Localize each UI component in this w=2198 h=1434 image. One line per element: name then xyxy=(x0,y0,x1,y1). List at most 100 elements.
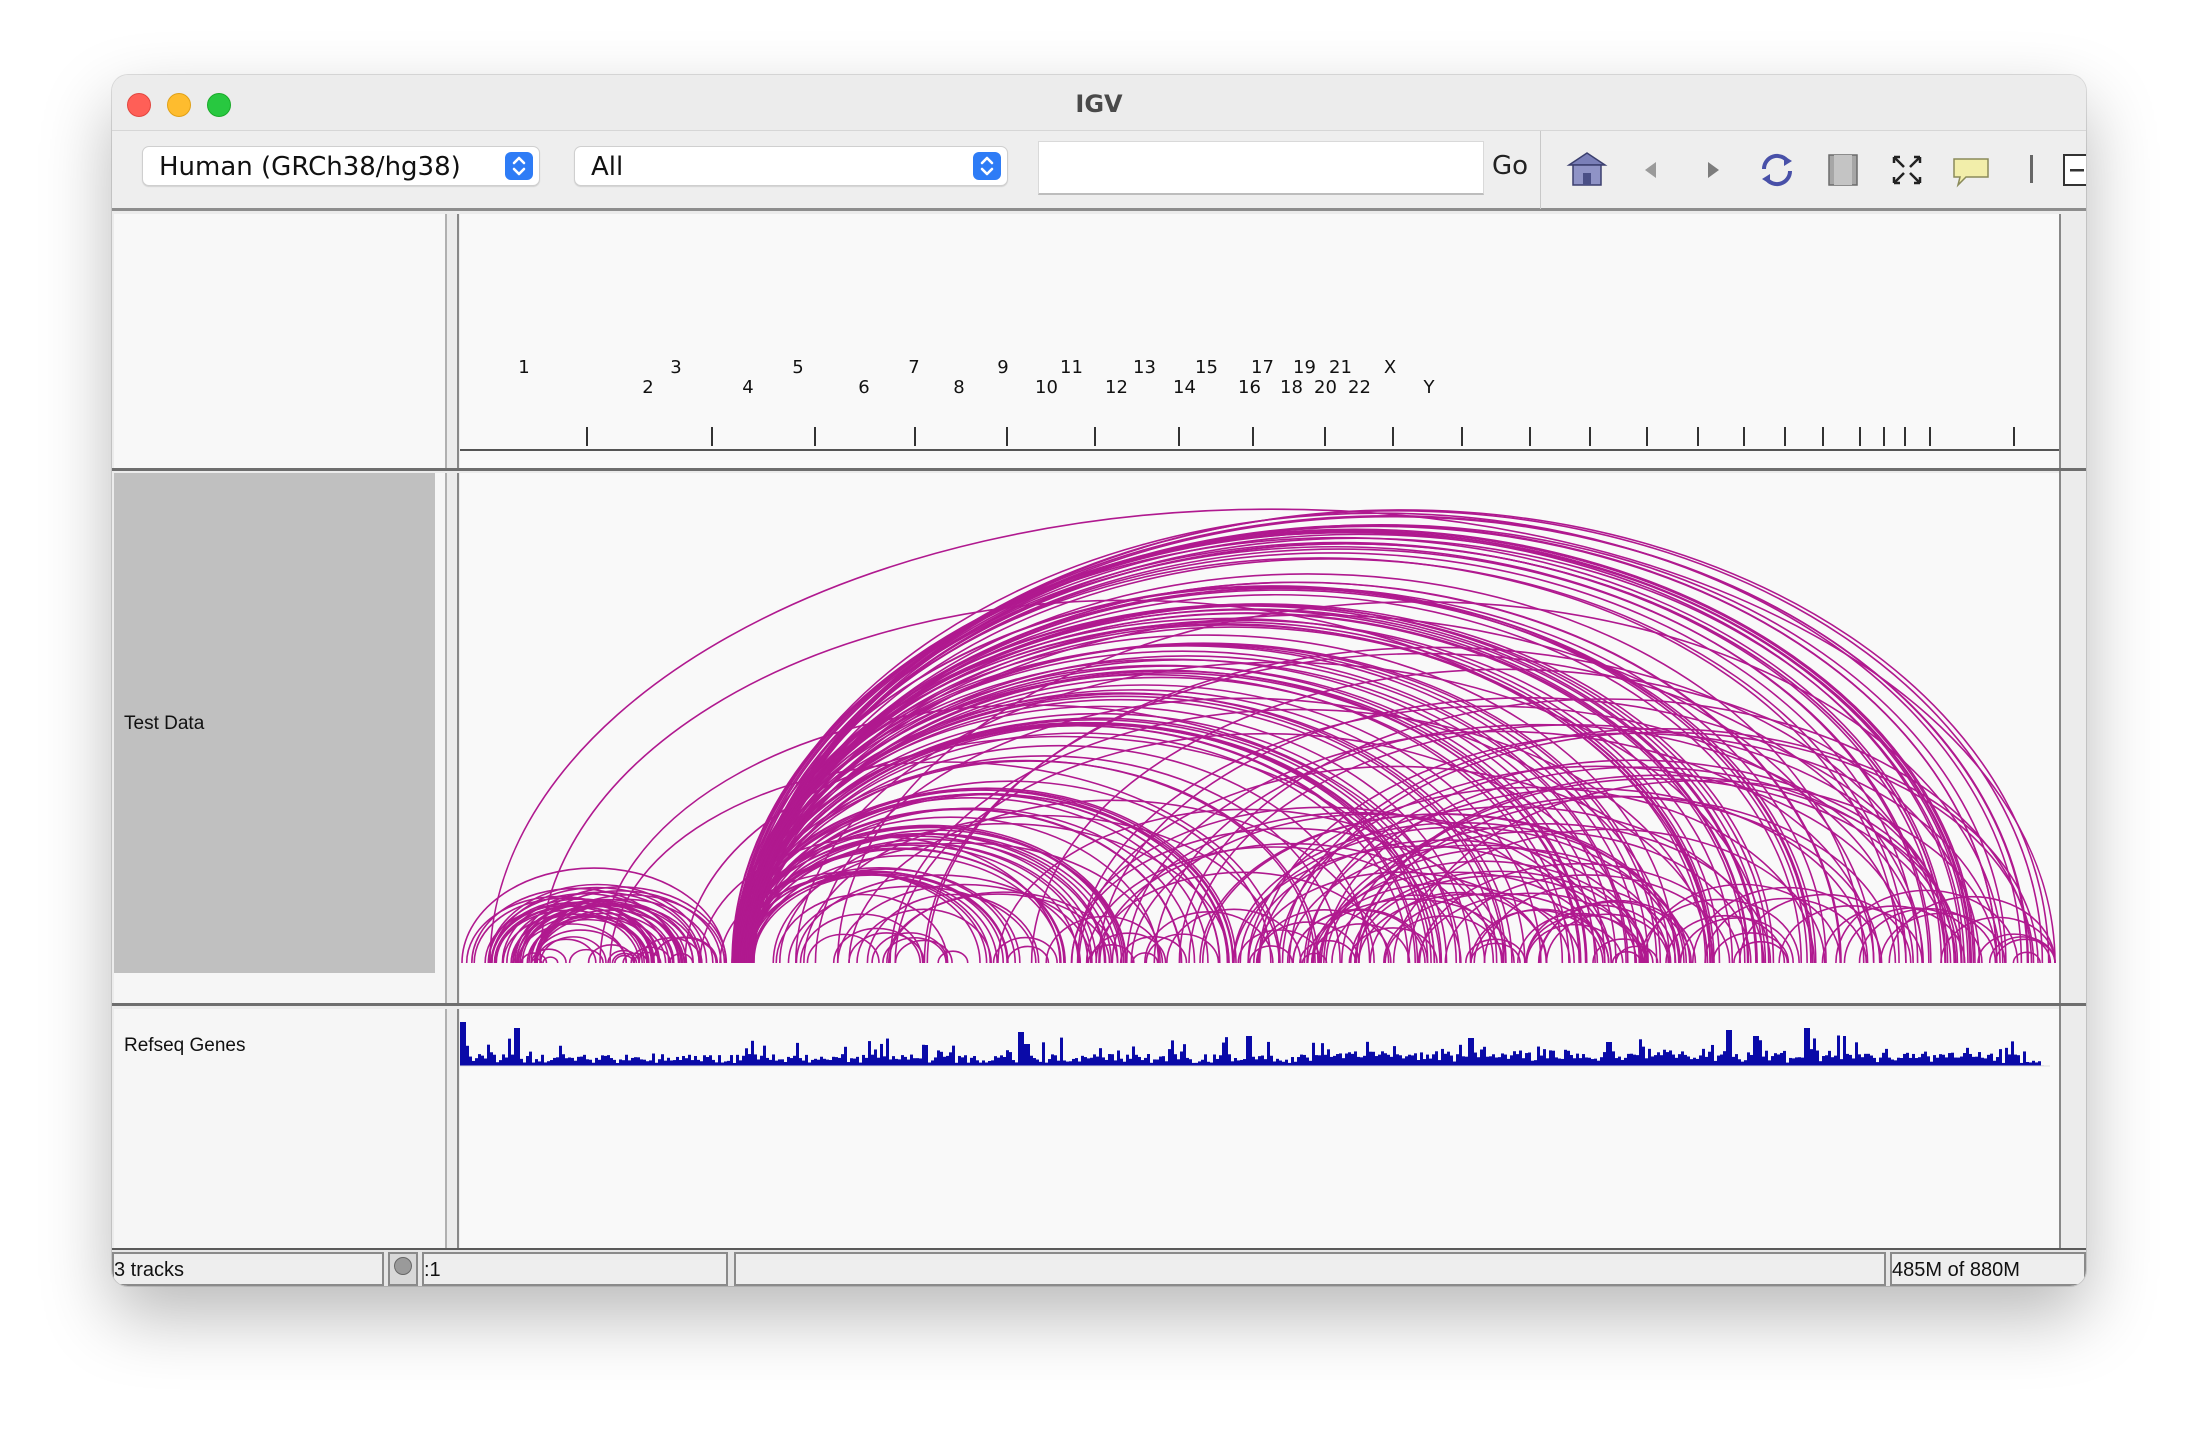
stop-button[interactable] xyxy=(388,1252,418,1286)
interaction-arc xyxy=(744,874,998,964)
interaction-arcs-track[interactable] xyxy=(460,473,2059,1003)
zoom-window-button[interactable] xyxy=(207,93,231,117)
interaction-arc xyxy=(735,651,1629,964)
region-of-interest-icon[interactable] xyxy=(1820,147,1866,193)
interaction-arc xyxy=(1994,938,2056,964)
interaction-arc xyxy=(848,932,925,964)
chromosome-label[interactable]: 15 xyxy=(1195,357,1218,378)
position-status: :1 xyxy=(422,1252,728,1286)
section-divider xyxy=(112,1003,2086,1006)
gene-density-track[interactable] xyxy=(460,1009,2059,1248)
chromosome-label[interactable]: 16 xyxy=(1238,377,1261,398)
panel-divider xyxy=(457,473,459,1003)
forward-arrow-icon[interactable] xyxy=(1690,147,1736,193)
back-arrow-icon[interactable] xyxy=(1628,147,1674,193)
chromosome-label[interactable]: 18 xyxy=(1280,377,1303,398)
interaction-arc xyxy=(1320,822,1772,964)
interaction-arc xyxy=(630,946,672,964)
chromosome-label[interactable]: 8 xyxy=(953,377,965,398)
chromosome-label[interactable]: 12 xyxy=(1105,377,1128,398)
chromosome-label[interactable]: X xyxy=(1383,357,1397,378)
locus-search-input[interactable] xyxy=(1038,141,1484,195)
panel-divider xyxy=(445,1009,447,1248)
interaction-arc xyxy=(530,948,567,964)
chromosome-ruler[interactable]: 1 3 5 7 9 11 13 15 17 19 21 X 2 4 6 8 10 12 14 16 18 20 22 Y xyxy=(460,214,2060,468)
refseq-genes-name-panel[interactable]: Refseq Genes xyxy=(114,1009,445,1248)
interaction-arc xyxy=(744,524,1998,964)
interaction-arc xyxy=(738,609,1750,964)
status-bar: 3 tracks :1 485M of 880M xyxy=(112,1248,2086,1286)
interaction-arc xyxy=(1166,908,1302,964)
genome-dropdown[interactable]: Human (GRCh38/hg38) xyxy=(142,146,540,186)
interaction-arc xyxy=(1331,894,1503,964)
interaction-arc xyxy=(1835,890,2019,964)
interaction-arc xyxy=(1070,828,1507,964)
chromosome-label[interactable]: 2 xyxy=(642,377,654,398)
interaction-arc xyxy=(750,838,1106,964)
interaction-arc xyxy=(609,761,1281,964)
interaction-arc xyxy=(1078,765,1714,964)
interaction-arc xyxy=(1353,874,1638,964)
chromosome-label[interactable]: 5 xyxy=(792,357,804,378)
interaction-arc xyxy=(1256,909,1392,964)
interaction-arc xyxy=(539,936,607,964)
home-icon[interactable] xyxy=(1564,147,1610,193)
minimize-window-button[interactable] xyxy=(167,93,191,117)
interaction-arc xyxy=(751,626,1713,964)
interaction-arc xyxy=(2012,951,2041,964)
chromosome-label[interactable]: 21 xyxy=(1329,357,1352,378)
interaction-arc xyxy=(747,833,1119,964)
interaction-arc xyxy=(735,796,1209,964)
chromosome-label[interactable]: 3 xyxy=(670,357,682,378)
gene-density-svg xyxy=(460,1022,2050,1067)
popup-info-icon[interactable] xyxy=(1948,147,1994,193)
interaction-arc xyxy=(1679,917,1794,964)
interaction-arc xyxy=(1288,732,2035,964)
fit-to-window-icon[interactable] xyxy=(1884,147,1930,193)
stop-icon xyxy=(394,1257,412,1275)
interaction-arc xyxy=(1125,730,1875,964)
interaction-arc xyxy=(882,937,947,964)
zoom-out-icon[interactable] xyxy=(2058,147,2086,193)
close-window-button[interactable] xyxy=(127,93,151,117)
chromosome-label[interactable]: 14 xyxy=(1173,377,1196,398)
interaction-arc xyxy=(806,933,880,964)
interaction-arc xyxy=(1545,913,1670,964)
toolbar-divider xyxy=(1540,131,1541,209)
interaction-arc xyxy=(836,601,2004,964)
chromosome-label[interactable]: 6 xyxy=(858,377,870,398)
interaction-arc xyxy=(747,871,1009,964)
interaction-arc xyxy=(1130,813,1613,964)
interaction-arc xyxy=(1470,909,1604,964)
test-data-name-panel[interactable]: Test Data xyxy=(114,473,435,973)
chromosome-label[interactable]: 17 xyxy=(1251,357,1274,378)
chromosome-label[interactable]: 19 xyxy=(1293,357,1316,378)
memory-status: 485M of 880M xyxy=(1890,1252,2086,1286)
interaction-arc xyxy=(803,814,1281,964)
interaction-arc xyxy=(614,954,635,964)
genome-dropdown-value: Human (GRCh38/hg38) xyxy=(159,152,461,182)
interaction-arc xyxy=(1348,927,1438,964)
chromosome-label[interactable]: 7 xyxy=(908,357,920,378)
refresh-icon[interactable] xyxy=(1754,147,1800,193)
chromosome-label[interactable]: 11 xyxy=(1060,357,1083,378)
go-button[interactable]: Go xyxy=(1492,151,1529,181)
chromosome-label[interactable]: 10 xyxy=(1035,377,1058,398)
interaction-arc xyxy=(1292,909,1426,964)
chromosome-label[interactable]: 1 xyxy=(518,357,530,378)
interaction-arc xyxy=(651,936,719,964)
chromosome-label[interactable]: 20 xyxy=(1314,377,1337,398)
interaction-arc xyxy=(487,883,708,964)
interaction-arc xyxy=(744,842,1089,964)
interaction-arc xyxy=(520,952,548,964)
chromosome-label[interactable]: 13 xyxy=(1133,357,1156,378)
chromosome-label[interactable]: 22 xyxy=(1348,377,1371,398)
interaction-arc xyxy=(1358,796,1897,964)
interaction-arc xyxy=(937,950,969,964)
chromosome-label[interactable]: 4 xyxy=(742,377,754,398)
test-data-track-name: Test Data xyxy=(124,713,205,734)
interaction-arc xyxy=(749,659,1617,964)
chromosome-dropdown[interactable]: All xyxy=(574,146,1008,186)
chromosome-label[interactable]: Y xyxy=(1423,377,1435,398)
chromosome-label[interactable]: 9 xyxy=(997,357,1009,378)
